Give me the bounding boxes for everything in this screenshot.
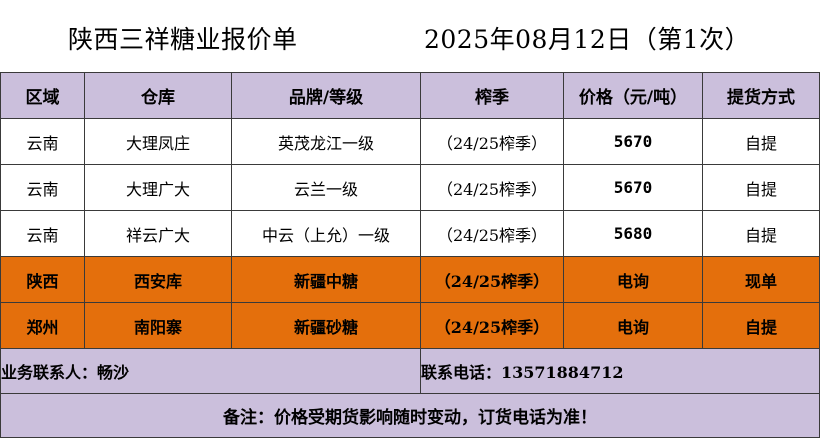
column-header-region: 区域: [0, 72, 85, 119]
contact-row: 业务联系人：畅沙 联系电话：13571884712: [0, 348, 820, 394]
cell-brand: 新疆中糖: [231, 256, 421, 303]
sheet-date: 2025年08月12日（第1次）: [424, 25, 751, 54]
cell-region: 云南: [0, 210, 85, 257]
note-row: 备注：价格受期货影响随时变动，订货电话为准！: [0, 393, 820, 438]
table-header-row: 区域 仓库 品牌/等级 榨季 价格（元/吨） 提货方式: [0, 72, 820, 119]
cell-pickup: 自提: [702, 302, 820, 349]
cell-season: （24/25榨季）: [420, 256, 564, 303]
cell-season: （24/25榨季）: [420, 210, 564, 257]
column-header-warehouse: 仓库: [84, 72, 232, 119]
cell-pickup: 自提: [702, 164, 820, 211]
column-header-season: 榨季: [420, 72, 564, 119]
cell-warehouse: 祥云广大: [84, 210, 232, 257]
cell-region: 云南: [0, 118, 85, 165]
cell-season: （24/25榨季）: [420, 118, 564, 165]
table-row-highlighted: 郑州 南阳寨 新疆砂糖 （24/25榨季） 电询 自提: [0, 302, 820, 349]
contact-phone: 联系电话：13571884712: [420, 348, 820, 394]
cell-price: 电询: [563, 256, 703, 303]
cell-brand: 英茂龙江一级: [231, 118, 421, 165]
cell-pickup: 现单: [702, 256, 820, 303]
cell-brand: 新疆砂糖: [231, 302, 421, 349]
column-header-price: 价格（元/吨）: [563, 72, 703, 119]
cell-price: 5680: [563, 210, 703, 257]
table-row-highlighted: 陕西 西安库 新疆中糖 （24/25榨季） 电询 现单: [0, 256, 820, 303]
cell-region: 云南: [0, 164, 85, 211]
cell-warehouse: 大理凤庄: [84, 118, 232, 165]
cell-warehouse: 南阳寨: [84, 302, 232, 349]
cell-warehouse: 大理广大: [84, 164, 232, 211]
cell-price: 5670: [563, 118, 703, 165]
sheet-title: 陕西三祥糖业报价单: [68, 25, 298, 54]
price-note: 备注：价格受期货影响随时变动，订货电话为准！: [0, 393, 820, 438]
column-header-pickup: 提货方式: [702, 72, 820, 119]
table-row: 云南 祥云广大 中云（上允）一级 （24/25榨季） 5680 自提: [0, 210, 820, 257]
cell-price: 5670: [563, 164, 703, 211]
column-header-brand: 品牌/等级: [231, 72, 421, 119]
cell-season: （24/25榨季）: [420, 302, 564, 349]
cell-pickup: 自提: [702, 210, 820, 257]
contact-person: 业务联系人：畅沙: [0, 348, 421, 394]
cell-region: 郑州: [0, 302, 85, 349]
cell-brand: 中云（上允）一级: [231, 210, 421, 257]
cell-brand: 云兰一级: [231, 164, 421, 211]
cell-season: （24/25榨季）: [420, 164, 564, 211]
price-table: 区域 仓库 品牌/等级 榨季 价格（元/吨） 提货方式 云南 大理凤庄 英茂龙江…: [0, 72, 820, 438]
table-row: 云南 大理凤庄 英茂龙江一级 （24/25榨季） 5670 自提: [0, 118, 820, 165]
title-row: 陕西三祥糖业报价单 2025年08月12日（第1次）: [0, 0, 823, 72]
table-row: 云南 大理广大 云兰一级 （24/25榨季） 5670 自提: [0, 164, 820, 211]
cell-pickup: 自提: [702, 118, 820, 165]
cell-region: 陕西: [0, 256, 85, 303]
cell-warehouse: 西安库: [84, 256, 232, 303]
cell-price: 电询: [563, 302, 703, 349]
